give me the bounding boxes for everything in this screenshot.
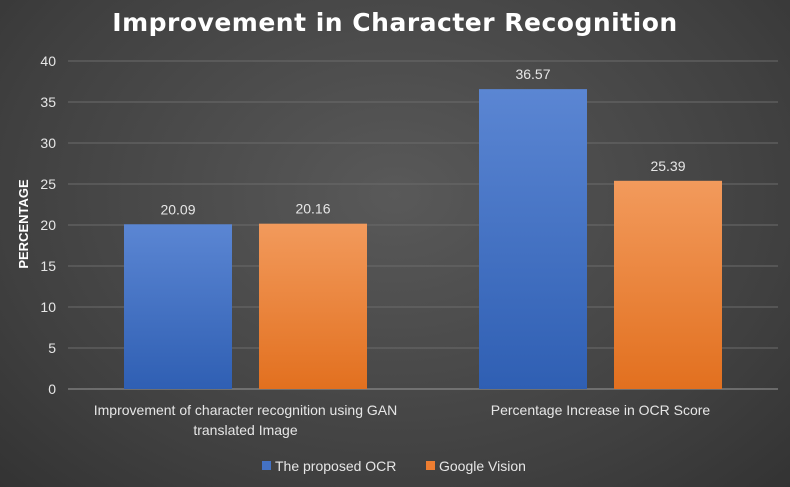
- legend-label: The proposed OCR: [275, 458, 396, 474]
- y-tick-label: 30: [40, 135, 56, 151]
- legend: The proposed OCR Google Vision: [262, 458, 526, 474]
- data-label: 20.09: [160, 201, 195, 217]
- y-axis-label: PERCENTAGE: [16, 179, 31, 269]
- y-tick-label: 10: [40, 299, 56, 315]
- y-axis-ticks: 0 5 10 15 20 25 30 35 40: [40, 53, 56, 397]
- legend-swatch: [426, 461, 435, 470]
- data-label: 25.39: [650, 158, 685, 174]
- y-tick-label: 35: [40, 94, 56, 110]
- chart-title: Improvement in Character Recognition: [112, 8, 677, 37]
- category-labels: Improvement of character recognition usi…: [94, 402, 711, 438]
- data-label: 20.16: [295, 201, 330, 217]
- category-label: Improvement of character recognition usi…: [94, 402, 397, 418]
- y-tick-label: 40: [40, 53, 56, 69]
- legend-label: Google Vision: [439, 458, 526, 474]
- legend-swatch: [262, 461, 271, 470]
- data-label: 36.57: [515, 66, 550, 82]
- bar-proposed-ocr-0: [124, 224, 232, 389]
- y-tick-label: 5: [48, 340, 56, 356]
- bar-google-vision-0: [259, 223, 367, 389]
- bar-google-vision-1: [614, 180, 722, 389]
- category-label: translated Image: [193, 422, 297, 438]
- y-tick-label: 15: [40, 258, 56, 274]
- y-tick-label: 0: [48, 381, 56, 397]
- bars: [124, 89, 722, 389]
- data-labels: 20.09 20.16 36.57 25.39: [160, 66, 685, 217]
- category-label: Percentage Increase in OCR Score: [491, 402, 711, 418]
- y-tick-label: 20: [40, 217, 56, 233]
- bar-proposed-ocr-1: [479, 89, 587, 389]
- y-tick-label: 25: [40, 176, 56, 192]
